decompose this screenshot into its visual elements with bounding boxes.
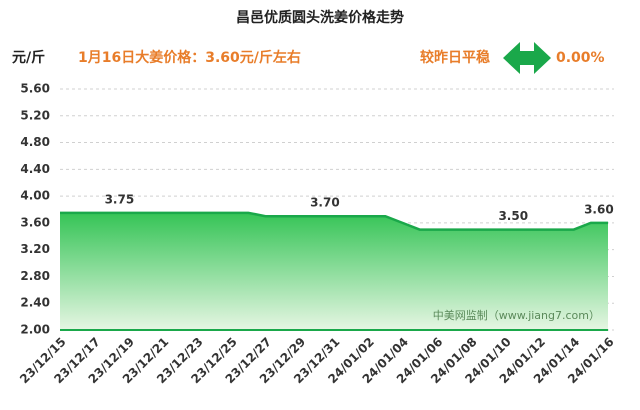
flat-arrow-icon xyxy=(503,42,551,74)
area xyxy=(60,212,608,330)
data-label: 3.75 xyxy=(105,192,135,206)
change-label: 较昨日平稳 xyxy=(420,49,490,66)
plot-area: 2.00 2.40 2.80 3.20 3.60 4.00 4.40 4.80 5.20 5.60… xyxy=(17,82,617,387)
headline: 1月16日大姜价格：3.60元/斤左右 xyxy=(78,49,301,66)
y-tick-label: 5.20 xyxy=(20,108,50,122)
data-label: 3.70 xyxy=(310,196,340,210)
watermark: 中美网监制（www.jiang7.com） xyxy=(433,309,600,322)
y-unit: 元/斤 xyxy=(12,49,45,66)
y-tick-label: 3.60 xyxy=(20,215,50,229)
y-tick-label: 2.00 xyxy=(20,323,50,337)
change-value: 0.00% xyxy=(556,50,605,66)
y-tick-label: 4.00 xyxy=(20,189,50,203)
data-label: 3.60 xyxy=(584,202,614,216)
y-tick-label: 4.40 xyxy=(20,162,50,176)
y-tick-label: 3.20 xyxy=(20,242,50,256)
y-tick-label: 2.40 xyxy=(20,296,50,310)
line xyxy=(60,211,608,231)
y-tick-label: 5.60 xyxy=(20,82,50,96)
y-tick-label: 2.80 xyxy=(20,269,50,283)
data-label: 3.50 xyxy=(498,209,528,223)
chart-title: 昌邑优质圆头洗姜价格走势 xyxy=(236,9,404,26)
y-tick-label: 4.80 xyxy=(20,135,50,149)
